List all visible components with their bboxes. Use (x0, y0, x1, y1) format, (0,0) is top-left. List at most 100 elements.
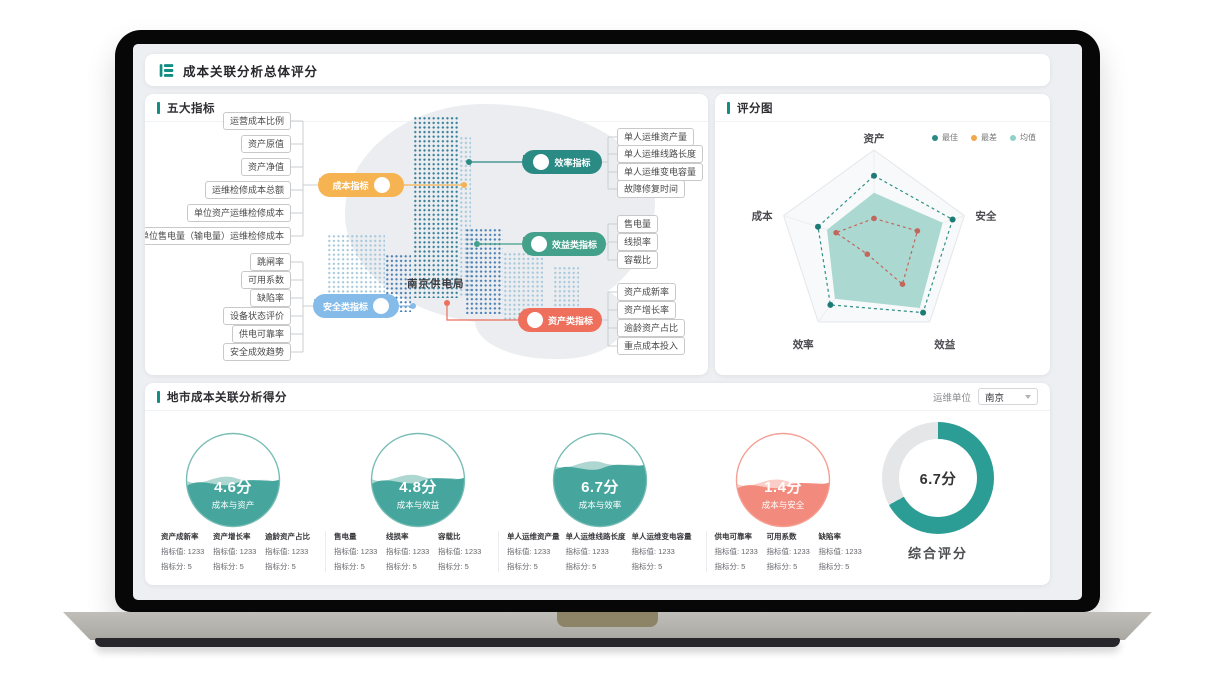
mindmap-leaf: 运营成本比例 (222, 112, 291, 130)
liquid-gauge-4: 1.4分 成本与安全 (735, 432, 831, 528)
gauge-score: 4.8分 (399, 479, 437, 496)
mindmap-leaf: 单位售电量（输电量）运维检修成本 (145, 227, 291, 245)
legend-dot-icon (971, 134, 977, 141)
app-header: 成本关联分析总体评分 (145, 54, 1050, 86)
stat-metric: 指标分: 5 (213, 562, 244, 571)
overall-score-label: 综合评分 (907, 546, 968, 561)
mindmap-leaf: 线损率 (617, 233, 659, 251)
comprehensive-score-donut: 6.7分 (882, 422, 994, 534)
bar-chart-icon (523, 233, 547, 252)
building-block (327, 234, 385, 300)
stat-title: 单人运维变电容量 (631, 532, 692, 541)
stat-title: 供电可靠率 (714, 532, 753, 541)
mindmap-node-4[interactable]: 效益类指标 (522, 232, 606, 256)
title-accent-bar (727, 101, 730, 114)
stat-column: 资产成新率 指标值: 1233 指标分: 5 (161, 531, 207, 572)
bar-chart-icon (519, 309, 543, 328)
dashboard-screen: 成本关联分析总体评分 五大指标 (133, 44, 1082, 600)
mindmap-node-2[interactable]: 安全类指标 (313, 294, 399, 318)
stat-title: 线损率 (386, 532, 409, 541)
stat-column: 单人运维变电容量 指标值: 1233 指标分: 5 (632, 531, 692, 572)
gauge-label: 成本与效率 (578, 500, 622, 510)
legend-item-series[interactable]: 最佳 (932, 132, 958, 143)
mindmap-node-1[interactable]: 成本指标 (318, 173, 404, 197)
mindmap-leaf: 跳闸率 (249, 253, 291, 271)
svg-text:效率: 效率 (793, 338, 814, 351)
stat-title: 资产增长率 (213, 532, 251, 541)
liquid-gauge-3: 6.7分 成本与效率 (552, 432, 648, 528)
stat-column: 容载比 指标值: 1233 指标分: 5 (438, 531, 484, 572)
mindmap-node-3[interactable]: 效率指标 (522, 150, 602, 174)
legend-item-series[interactable]: 均值 (1010, 132, 1036, 143)
mindmap-leaf: 故障修复时间 (617, 180, 686, 198)
mindmap-canvas: 南京供电局 运营成本比例 资产原值 资产净值 运维检修成本总额 单位资产运维检修成本 单位… (145, 94, 708, 375)
stat-column: 供电可靠率 指标值: 1233 指标分: 5 (715, 531, 761, 572)
gauge-score: 6.7分 (581, 479, 619, 496)
radar-legend: 最佳 最差 均值 (932, 132, 1036, 143)
stat-metric: 指标值: 1233 (766, 547, 810, 556)
mindmap-leaf: 重点成本投入 (617, 337, 686, 355)
mindmap-leaf: 供电可靠率 (231, 325, 291, 343)
stat-metric: 指标值: 1233 (265, 547, 309, 556)
stat-column: 单人运维线路长度 指标值: 1233 指标分: 5 (566, 531, 626, 572)
stat-group: 单人运维资产量 指标值: 1233 指标分: 5 单人运维线路长度 指标值: 1233 指… (498, 531, 706, 572)
unit-select[interactable]: 南京 (978, 388, 1038, 405)
mindmap-leaf: 单人运维资产量 (617, 128, 695, 146)
liquid-gauge-2: 4.8分 成本与效益 (370, 432, 466, 528)
legend-dot-icon (932, 134, 938, 141)
stat-metric: 指标值: 1233 (161, 547, 205, 556)
radar-title-bar: 评分图 (715, 94, 1050, 122)
legend-dot-icon (1010, 134, 1016, 141)
stat-column: 售电量 指标值: 1233 指标分: 5 (334, 531, 380, 572)
stat-title: 单人运维资产量 (507, 532, 560, 541)
gauge-score: 4.6分 (214, 479, 252, 496)
stat-column: 缺陷率 指标值: 1233 指标分: 5 (819, 531, 865, 572)
mindmap-node-5[interactable]: 资产类指标 (518, 308, 602, 332)
stat-metric: 指标分: 5 (438, 562, 469, 571)
mindmap-leaf: 资产增长率 (617, 301, 677, 319)
radar-title: 评分图 (737, 102, 773, 115)
mindmap-connectors (291, 120, 617, 353)
stat-column: 逾龄资产占比 指标值: 1233 指标分: 5 (265, 531, 311, 572)
stat-metric: 指标分: 5 (265, 562, 296, 571)
panel-indicators: 五大指标 南京供电局 运营成本比例 资产原值 资产净值 运维检修成本总额 单位资产运维检… (145, 94, 708, 375)
stat-title: 缺陷率 (818, 532, 842, 541)
mindmap-leaf: 安全成效趋势 (222, 343, 291, 361)
stat-metric: 指标分: 5 (507, 562, 538, 571)
legend-item-series[interactable]: 最差 (971, 132, 997, 143)
app-logo-icon (158, 62, 175, 79)
building-block (465, 228, 503, 314)
stat-group: 资产成新率 指标值: 1233 指标分: 5 资产增长率 指标值: 1233 指标分: 5… (153, 531, 325, 572)
stat-title: 单人运维线路长度 (565, 532, 626, 541)
page-title: 成本关联分析总体评分 (183, 64, 319, 79)
title-accent-bar (157, 390, 160, 403)
donut-score: 6.7分 (899, 439, 977, 517)
panel-radar: 评分图 最佳 最差 均值 资产 安全 效益 效率 成本 (715, 94, 1050, 375)
scores-title: 地市成本关联分析得分 (167, 391, 287, 404)
indicators-title: 五大指标 (167, 102, 215, 115)
chevron-down-icon (1025, 394, 1031, 399)
laptop-base (63, 612, 1152, 640)
panel-scores: 地市成本关联分析得分 运维单位 南京 4.6分 成本与资产 4.8 (145, 383, 1050, 585)
mindmap-leaf: 售电量 (617, 215, 659, 233)
stat-metric: 指标值: 1233 (507, 547, 551, 556)
laptop-bottom-strip (95, 638, 1120, 647)
bar-chart-icon (523, 151, 550, 170)
stat-metric: 指标分: 5 (334, 562, 365, 571)
stat-metric: 指标分: 5 (565, 562, 597, 571)
stat-title: 资产成新率 (161, 532, 199, 541)
bar-chart-icon (314, 295, 389, 314)
stat-metric: 指标分: 5 (631, 562, 663, 571)
stat-metric: 指标值: 1233 (631, 547, 675, 556)
unit-select-value: 南京 (985, 392, 1005, 404)
mindmap-leaf: 可用系数 (240, 271, 291, 289)
stat-column: 可用系数 指标值: 1233 指标分: 5 (767, 531, 813, 572)
svg-text:效益: 效益 (934, 338, 955, 351)
svg-text:安全: 安全 (975, 210, 996, 223)
stat-column: 资产增长率 指标值: 1233 指标分: 5 (213, 531, 259, 572)
stat-title: 逾龄资产占比 (265, 532, 310, 541)
mindmap-leaf: 运维检修成本总额 (204, 181, 291, 199)
